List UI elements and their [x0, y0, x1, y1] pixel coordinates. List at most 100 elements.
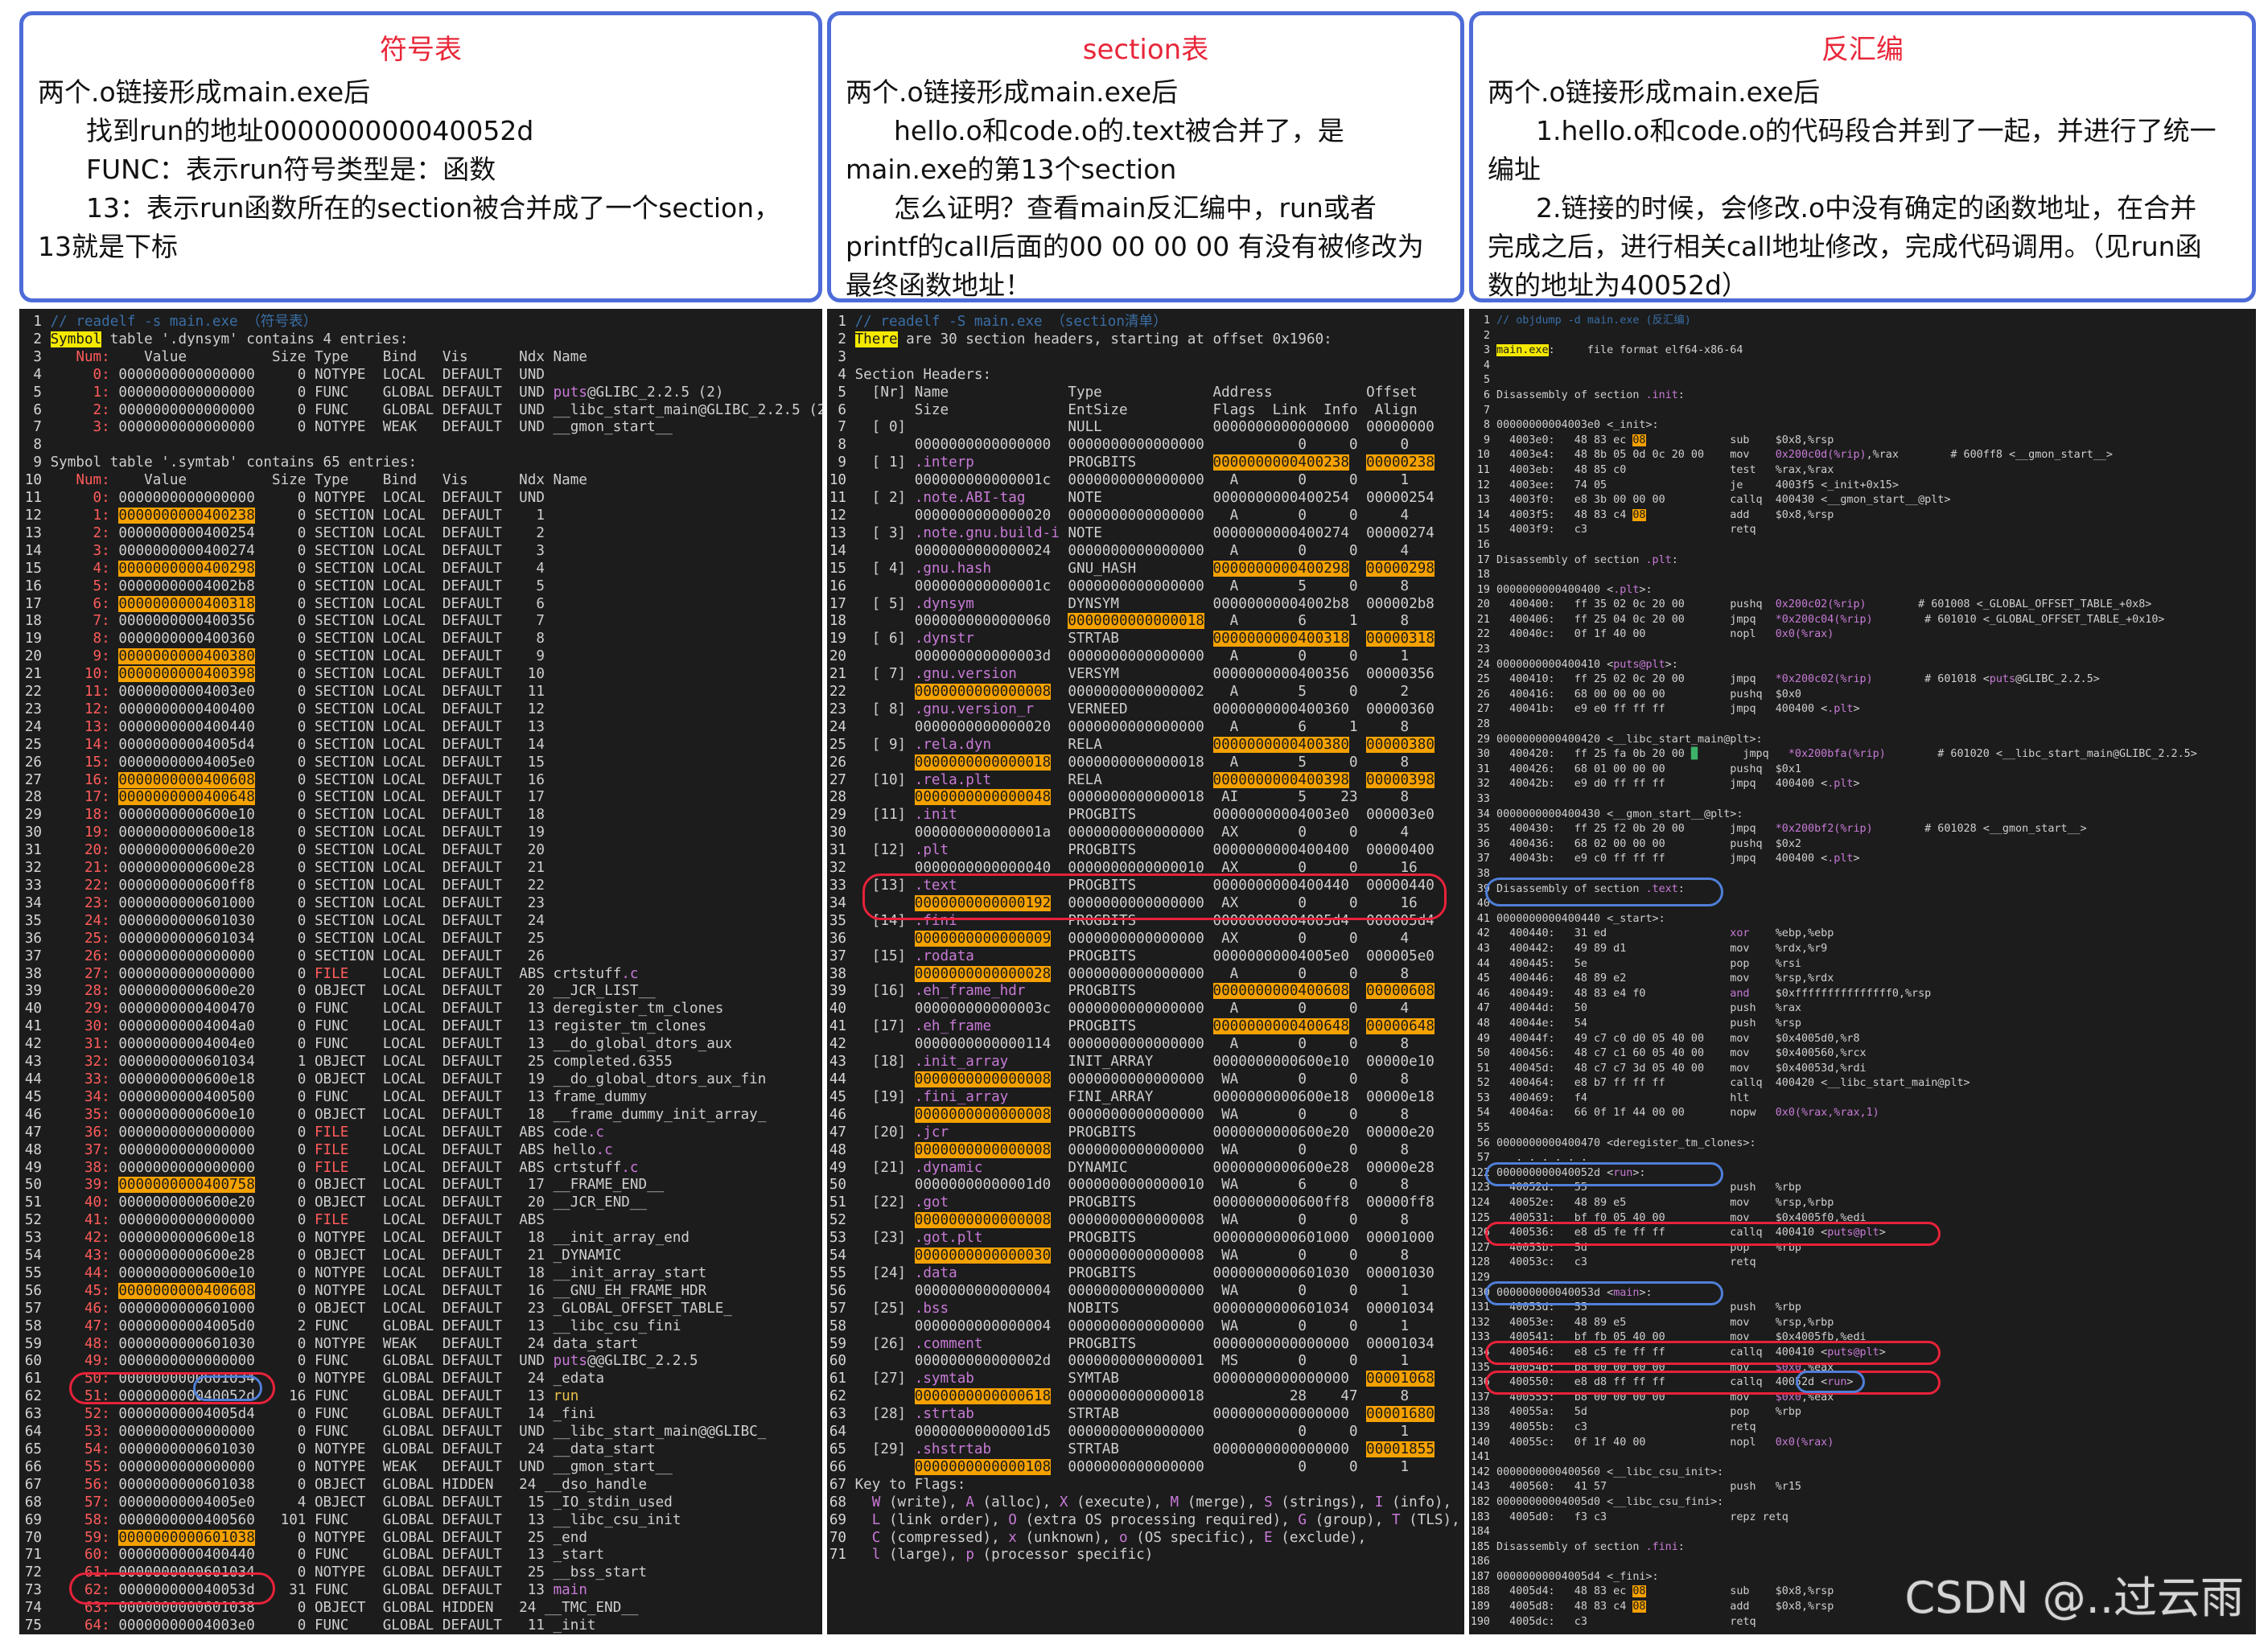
- terminal-line: 132 40053e: 48 89 e5 mov %rsp,%rbp: [1470, 1316, 1834, 1329]
- terminal-line: 70 C (compressed), x (unknown), o (OS sp…: [829, 1529, 1367, 1546]
- terminal-line: 22 40040c: 0f 1f 40 00 nopl 0x0(%rax): [1476, 628, 1834, 641]
- terminal-line: 19 0000000000400400 <.plt>:: [1476, 583, 1653, 596]
- terminal-line: 19 8: 0000000000400360 0 SECTION LOCAL D…: [24, 631, 545, 647]
- terminal-section-table[interactable]: 1 // readelf -S main.exe （section清单） 2 Th…: [827, 309, 1464, 1634]
- terminal-line: 5 [Nr] Name Type Address Offset: [838, 384, 1418, 401]
- terminal-symbol-table[interactable]: 1 // readelf -s main.exe （符号表） 2 Symbol t…: [19, 309, 822, 1634]
- terminal-line: 2: [1483, 329, 1490, 342]
- card-line: main.exe的第13个section: [846, 154, 1177, 185]
- terminal-line: 28: [1476, 718, 1490, 731]
- terminal-line: 12 1: 0000000000400238 0 SECTION LOCAL D…: [24, 507, 545, 524]
- terminal-line: 32 21: 0000000000600e28 0 SECTION LOCAL …: [24, 860, 545, 877]
- terminal-line: 45 34: 0000000000400500 0 FUNC LOCAL DEF…: [24, 1088, 648, 1105]
- terminal-line: 38 0000000000000028 0000000000000000 A 0…: [829, 965, 1410, 982]
- terminal-line: 17 6: 0000000000400318 0 SECTION LOCAL D…: [24, 595, 545, 612]
- terminal-line: 4 0: 0000000000000000 0 NOTYPE LOCAL DEF…: [33, 366, 545, 383]
- terminal-line: 62 0000000000000618 0000000000000018 28 …: [829, 1388, 1410, 1405]
- terminal-line: 18 7: 0000000000400356 0 SECTION LOCAL D…: [24, 613, 545, 630]
- terminal-line: 65 [29] .shstrtab STRTAB 000000000000000…: [829, 1441, 1434, 1457]
- terminal-line: 68 W (write), A (alloc), X (execute), M …: [829, 1494, 1452, 1511]
- terminal-line: 29 0000000000400420 <__libc_start_main@p…: [1476, 733, 1763, 746]
- terminal-line: 56 45: 0000000000400608 0 NOTYPE LOCAL D…: [24, 1282, 707, 1299]
- terminal-line: 125 400531: bf f0 05 40 00 mov $0x4005f0…: [1470, 1211, 1867, 1224]
- terminal-line: 183 4005d0: f3 c3 repz retq: [1470, 1511, 1788, 1523]
- terminal-line: 52 400464: e8 b7 ff ff ff callq 400420 <…: [1476, 1077, 1970, 1090]
- terminal-line: 46 400449: 48 83 e4 f0 and $0xffffffffff…: [1476, 987, 1932, 1000]
- terminal-line: 38 27: 0000000000000000 0 FILE LOCAL DEF…: [24, 965, 639, 982]
- terminal-line: 53 400469: f4 hlt: [1476, 1091, 1750, 1104]
- terminal-line: 46 35: 0000000000600e10 0 OBJECT LOCAL D…: [24, 1106, 767, 1123]
- card-line: 怎么证明？查看main反汇编中，run或者: [894, 192, 1377, 224]
- card-title: section表: [1082, 34, 1209, 66]
- terminal-line: 25 14: 00000000004005d4 0 SECTION LOCAL …: [24, 736, 545, 753]
- terminal-line: 186: [1470, 1556, 1490, 1568]
- terminal-line: 64 00000000000001d5 0000000000000000 0 0…: [829, 1424, 1410, 1441]
- terminal-line: 187 00000000004005d4 <_fini>:: [1470, 1570, 1659, 1583]
- terminal-line: 34 0000000000400430 <__gmon_start__@plt>…: [1476, 808, 1743, 820]
- card-line: printf的call后面的00 00 00 00 有没有被修改为: [846, 231, 1424, 262]
- terminal-line: 15 4: 0000000000400298 0 SECTION LOCAL D…: [24, 560, 545, 577]
- card-section-table: section表 两个.o链接形成main.exe后 hello.o和code.o…: [827, 11, 1464, 302]
- terminal-line: 3: [838, 348, 846, 365]
- terminal-line: 8 00000000004003e0 <_init>:: [1483, 419, 1659, 432]
- card-disassembly: 反汇编 两个.o链接形成main.exe后 1.hello.o和code.o的代码…: [1469, 11, 2256, 302]
- terminal-line: 50 00000000000001d0 0000000000000010 WA …: [829, 1177, 1410, 1194]
- terminal-line: 54 43: 0000000000600e28 0 OBJECT LOCAL D…: [24, 1247, 622, 1264]
- terminal-line: 4 Section Headers:: [838, 366, 992, 383]
- terminal-line: 30 19: 0000000000600e18 0 SECTION LOCAL …: [24, 824, 545, 841]
- terminal-line: 58 0000000000000004 0000000000000000 WA …: [829, 1317, 1410, 1334]
- terminal-line: 35 400430: ff 25 f2 0b 20 00 jmpq *0x200…: [1476, 823, 2087, 836]
- terminal-line: 17 Disassembly of section .plt:: [1476, 553, 1678, 566]
- terminal-line: 45 400446: 48 89 e2 mov %rsp,%rdx: [1476, 972, 1834, 985]
- terminal-line: 54 40046a: 66 0f 1f 44 00 00 nopw 0x0(%r…: [1476, 1107, 1879, 1120]
- terminal-line: 65 54: 0000000000601030 0 NOTYPE GLOBAL …: [24, 1441, 656, 1457]
- card-line: 编址: [1488, 154, 1541, 185]
- terminal-line: 32 0000000000000040 0000000000000010 AX …: [829, 860, 1418, 877]
- terminal-line: 5 1: 0000000000000000 0 FUNC GLOBAL DEFA…: [33, 384, 724, 401]
- terminal-line: 11 4003eb: 48 85 c0 test %rax,%rax: [1476, 463, 1834, 476]
- terminal-line: 57 46: 0000000000601000 0 OBJECT LOCAL D…: [24, 1300, 732, 1317]
- terminal-line: 55 [24] .data PROGBITS 0000000000601030 …: [829, 1264, 1434, 1281]
- terminal-line: 142 0000000000400560 <__libc_csu_init>:: [1470, 1465, 1724, 1478]
- terminal-disassembly[interactable]: 1 // objdump -d main.exe (反汇编) 2 3 main.e…: [1469, 309, 2256, 1634]
- terminal-line: 31 20: 0000000000600e20 0 SECTION LOCAL …: [24, 842, 545, 859]
- terminal-line: 40 000000000000003c 0000000000000000 A 0…: [829, 1001, 1410, 1017]
- card-line: 两个.o链接形成main.exe后: [38, 76, 371, 108]
- terminal-line: 15 [ 4] .gnu.hash GNU_HASH 0000000000400…: [829, 560, 1434, 577]
- terminal-line: 21 [ 7] .gnu.version VERSYM 000000000040…: [829, 666, 1434, 683]
- terminal-line: 20 400400: ff 35 02 0c 20 00 pushq 0x200…: [1476, 598, 2152, 611]
- terminal-line: 37 [15] .rodata PROGBITS 00000000004005e…: [829, 947, 1434, 964]
- terminal-line: 48 37: 0000000000000000 0 FILE LOCAL DEF…: [24, 1141, 613, 1158]
- terminal-line: 30 000000000000001a 0000000000000000 AX …: [829, 824, 1410, 841]
- terminal-line: 62 51: 000000000040052d 16 FUNC GLOBAL D…: [24, 1388, 579, 1405]
- terminal-line: 3 main.exe: file format elf64-x86-64: [1483, 344, 1743, 357]
- terminal-line: 7 3: 0000000000000000 0 NOTYPE WEAK DEFA…: [33, 419, 673, 436]
- terminal-line: 5: [1483, 374, 1490, 387]
- terminal-line: 59 48: 0000000000601030 0 NOTYPE WEAK DE…: [24, 1335, 639, 1352]
- card-line: FUNC：表示run符号类型是：函数: [86, 154, 496, 185]
- terminal-line: 15 4003f9: c3 retq: [1476, 524, 1756, 536]
- terminal-line: 66 0000000000000108 0000000000000000 0 0…: [829, 1458, 1410, 1475]
- terminal-line: 47 40044d: 50 push %rax: [1476, 1002, 1801, 1015]
- terminal-line: 66 55: 0000000000000000 0 NOTYPE WEAK DE…: [24, 1458, 673, 1475]
- terminal-line: 54 0000000000000030 0000000000000008 WA …: [829, 1247, 1410, 1264]
- terminal-line: 1 // readelf -S main.exe （section清单）: [838, 314, 1167, 330]
- terminal-line: 2 Symbol table '.dynsym' contains 4 entr…: [33, 331, 409, 347]
- terminal-line: 31 [12] .plt PROGBITS 0000000000400400 0…: [829, 842, 1434, 859]
- terminal-line: 35 24: 0000000000601030 0 SECTION LOCAL …: [24, 912, 545, 929]
- terminal-line: 50 400456: 48 c7 c1 60 05 40 00 mov $0x4…: [1476, 1047, 1867, 1060]
- terminal-line: 27 40041b: e9 e0 ff ff ff jmpq 400400 <.…: [1476, 703, 1860, 716]
- terminal-line: 53 [23] .got.plt PROGBITS 00000000006010…: [829, 1230, 1434, 1247]
- terminal-line: 36 0000000000000009 0000000000000000 AX …: [829, 930, 1410, 947]
- terminal-line: 182 00000000004005d0 <__libc_csu_fini>:: [1470, 1495, 1724, 1508]
- terminal-line: 63 [28] .strtab STRTAB 0000000000000000 …: [829, 1406, 1434, 1423]
- terminal-line: 33 22: 0000000000600ff8 0 SECTION LOCAL …: [24, 878, 545, 894]
- terminal-line: 30 400420: ff 25 fa 0b 20 00 █ jmpq *0x2…: [1476, 748, 2197, 761]
- terminal-line: 16: [1476, 538, 1490, 551]
- terminal-line: 43 32: 0000000000601034 1 OBJECT LOCAL D…: [24, 1054, 673, 1071]
- card-line: 找到run的地址000000000040052d: [86, 115, 534, 146]
- terminal-line: 14 0000000000000024 0000000000000000 A 0…: [829, 542, 1410, 559]
- terminal-line: 39 Disassembly of section .text:: [1476, 882, 1685, 895]
- terminal-line: 6 2: 0000000000000000 0 FUNC GLOBAL DEFA…: [33, 401, 822, 418]
- terminal-line: 42 31: 00000000004004e0 0 FUNC LOCAL DEF…: [24, 1036, 732, 1053]
